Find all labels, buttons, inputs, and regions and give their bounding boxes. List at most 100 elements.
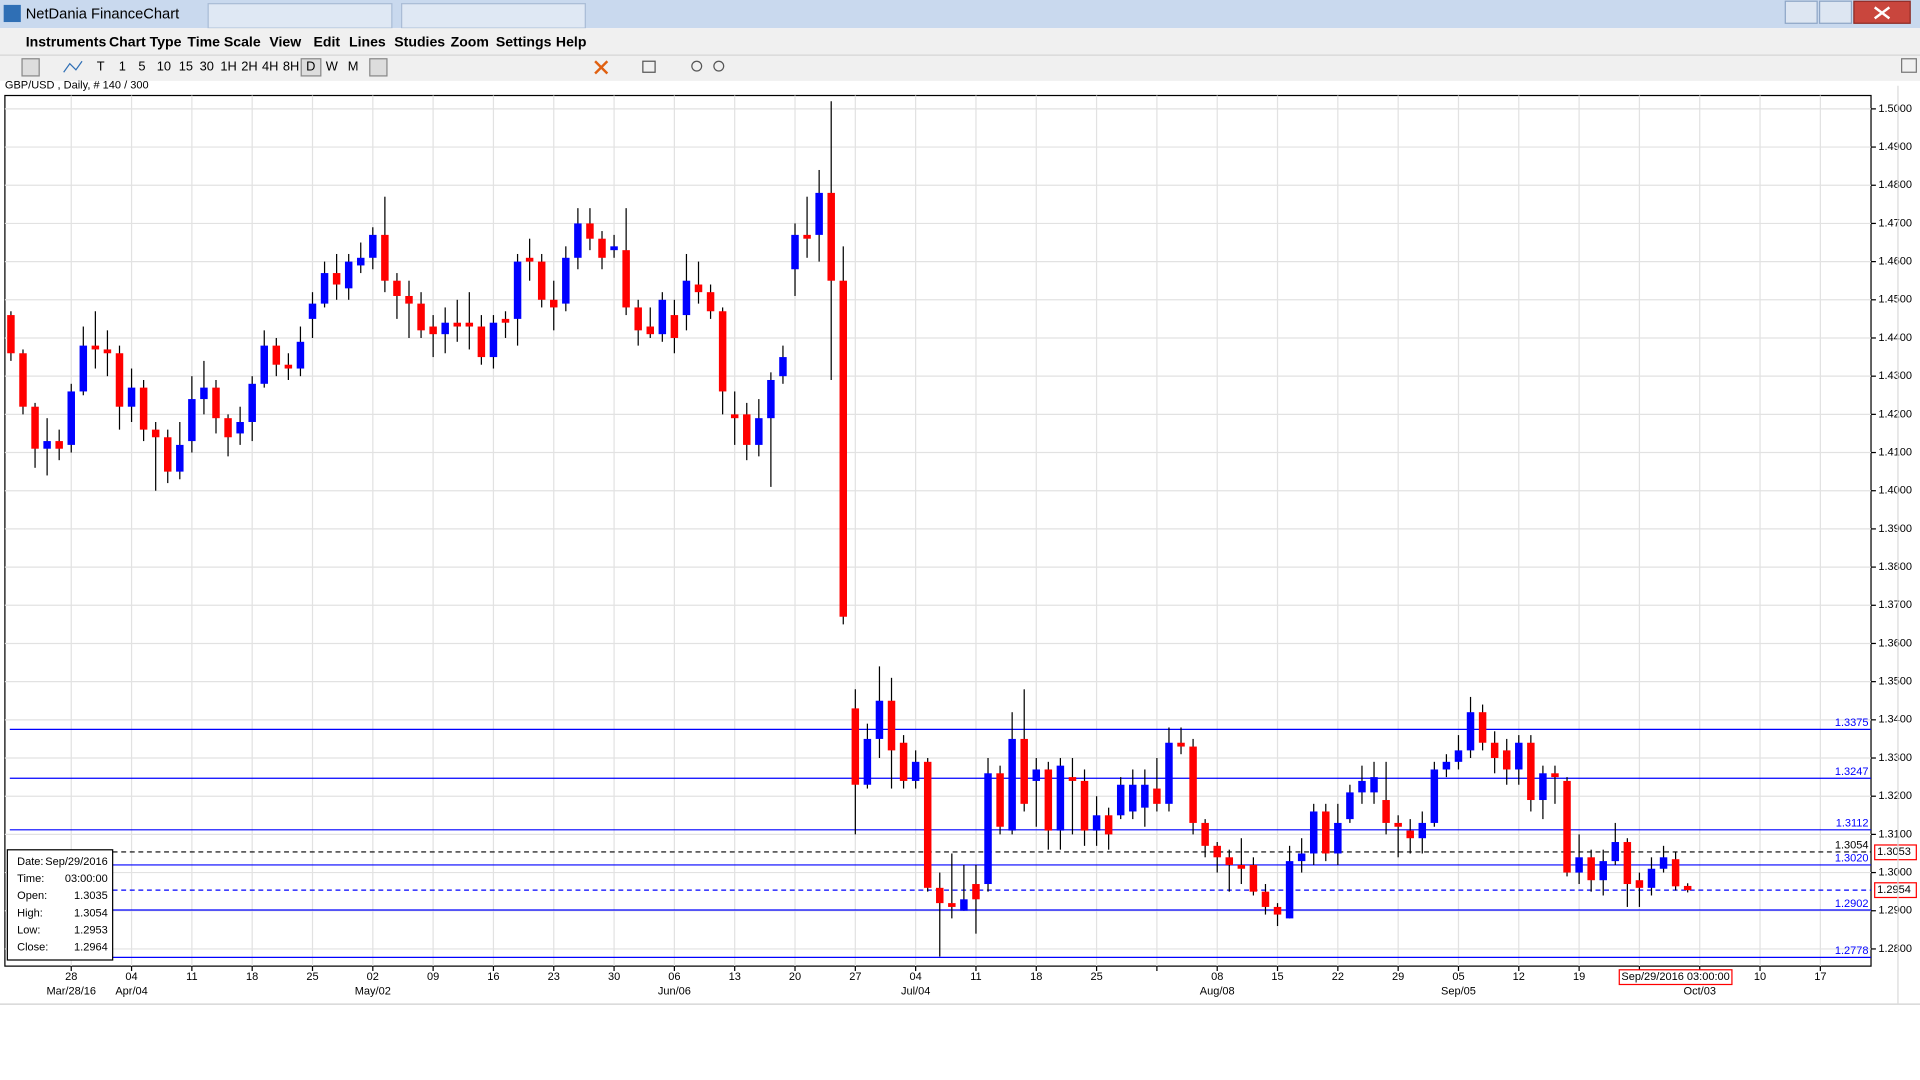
x-month-label: Mar/28/16 [46, 986, 96, 998]
zoom-in-icon[interactable] [691, 60, 703, 72]
candle-body [465, 322, 474, 327]
candle-body [634, 307, 642, 331]
minimize-button[interactable] [1784, 0, 1818, 24]
candle-body [972, 884, 980, 900]
line-chart-icon[interactable] [63, 60, 83, 73]
candle-body [1273, 906, 1282, 915]
browser-tab[interactable] [207, 3, 393, 29]
timescale-button[interactable]: 15 [179, 59, 193, 74]
candle-body [1008, 738, 1016, 831]
candle-body [103, 349, 112, 354]
pause-button[interactable] [21, 58, 40, 77]
candle-body [200, 387, 208, 400]
menu-item[interactable]: Lines [349, 34, 386, 50]
timescale-button[interactable]: 1H [220, 59, 236, 74]
info-key: Open: [17, 890, 47, 902]
candle-body [164, 437, 172, 472]
timescale-button[interactable]: W [326, 59, 339, 74]
chart-title: GBP/USD , Daily, # 140 / 300 [5, 80, 149, 92]
menu-item[interactable]: Time Scale [187, 34, 260, 50]
candle-body [1032, 769, 1041, 781]
candle-body [996, 773, 1004, 827]
candle-body [7, 315, 15, 354]
menu-item[interactable]: Settings [496, 34, 552, 50]
menu-item[interactable]: Help [556, 34, 587, 50]
print-icon[interactable] [642, 60, 656, 73]
candle-body [284, 364, 293, 369]
y-tick-label: 1.3200 [1878, 790, 1912, 802]
x-tick-label: 25 [1090, 971, 1102, 983]
candle-body [405, 295, 413, 304]
candle-body [1406, 830, 1414, 839]
info-box [6, 849, 114, 961]
candle-body [1297, 853, 1306, 862]
timescale-button[interactable]: 30 [200, 59, 214, 74]
zoom-out-icon[interactable] [713, 60, 725, 72]
candle-body [1430, 769, 1439, 823]
info-key: Close: [17, 942, 48, 954]
candle-body [381, 234, 389, 281]
info-value: 03:00:00 [65, 873, 108, 885]
menu-item[interactable]: Chart Type [109, 34, 182, 50]
y-tick-label: 1.2900 [1878, 905, 1912, 917]
timescale-button[interactable]: 8H [283, 59, 299, 74]
y-tick-label: 1.4600 [1878, 256, 1912, 268]
x-month-label: Jul/04 [901, 986, 930, 998]
candle-body [923, 761, 932, 888]
menu-bar: Instruments Chart Type Time Scale View Edit L… [26, 34, 587, 50]
candle-body [779, 357, 787, 377]
candle-body [851, 708, 860, 785]
delete-icon[interactable] [594, 60, 609, 75]
candle-body [1551, 773, 1559, 778]
panel-button[interactable] [1901, 58, 1917, 73]
timescale-button[interactable]: M [348, 59, 359, 74]
x-tick-label: 28 [65, 971, 77, 983]
crosshair-button[interactable] [369, 58, 388, 77]
candle-body [1635, 880, 1644, 888]
menu-item[interactable]: View [269, 34, 301, 50]
candle-body [682, 280, 691, 316]
timescale-button[interactable]: T [97, 59, 105, 74]
candle-body [453, 322, 461, 327]
menu-item[interactable]: Instruments [26, 34, 107, 50]
candle-body [1165, 742, 1173, 804]
candle-body [525, 257, 534, 262]
candle-body [803, 234, 811, 239]
x-tick-label: 17 [1814, 971, 1826, 983]
timescale-button[interactable]: 1 [119, 59, 126, 74]
candle-body [1068, 777, 1077, 781]
x-tick-label: 13 [729, 971, 741, 983]
timescale-button[interactable]: 10 [157, 59, 171, 74]
candle-body [115, 353, 124, 407]
candle-body [31, 406, 39, 449]
menu-item[interactable]: Zoom [451, 34, 489, 50]
candles [7, 101, 1692, 957]
candle-body [248, 383, 256, 422]
timescale-button[interactable]: 5 [138, 59, 145, 74]
candle-body [610, 246, 618, 251]
maximize-button[interactable] [1818, 0, 1853, 24]
x-tick-label: 09 [427, 971, 439, 983]
menu-item[interactable]: Edit [313, 34, 340, 50]
timescale-button[interactable]: 2H [241, 59, 257, 74]
y-tick-label: 1.4300 [1878, 370, 1912, 382]
candle-body [550, 299, 558, 308]
x-tick-label: 18 [246, 971, 258, 983]
candle-body [501, 318, 510, 323]
candle-body [622, 250, 630, 308]
candle-body [1189, 746, 1197, 823]
candle-body [791, 234, 799, 270]
candle-body [960, 899, 968, 911]
candle-body [1683, 885, 1692, 891]
timescale-button[interactable]: D [306, 59, 315, 74]
y-tick-label: 1.3700 [1878, 599, 1912, 611]
candle-body [586, 223, 594, 239]
browser-tab[interactable] [401, 3, 586, 29]
timescale-button[interactable]: 4H [262, 59, 278, 74]
x-tick-label: 04 [910, 971, 922, 983]
info-value: 1.3054 [74, 907, 108, 919]
candle-body [369, 234, 377, 258]
menu-item[interactable]: Studies [394, 34, 445, 50]
candle-body [948, 903, 956, 907]
